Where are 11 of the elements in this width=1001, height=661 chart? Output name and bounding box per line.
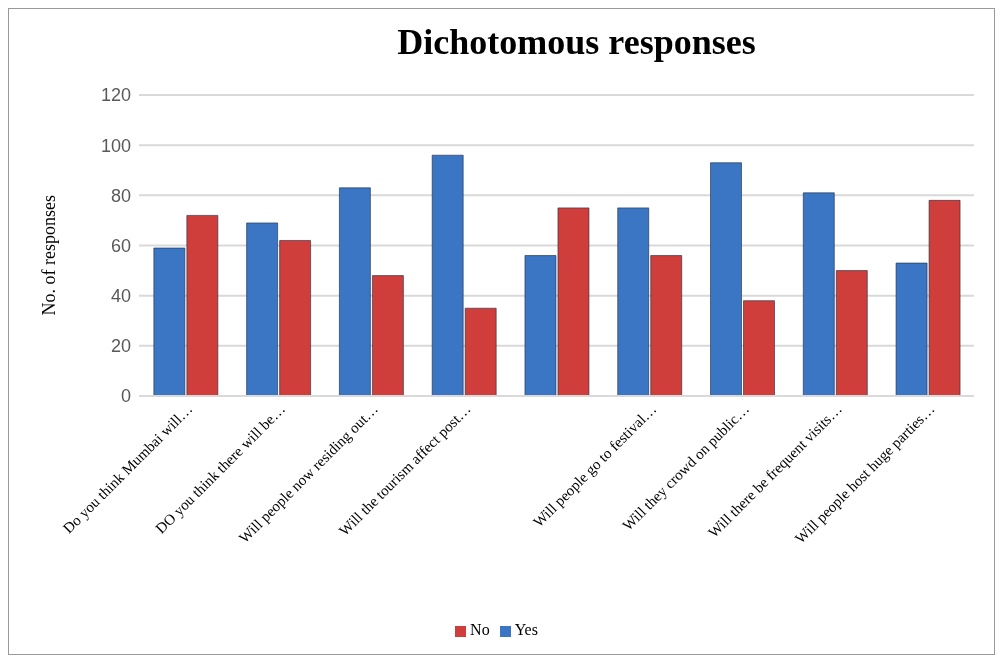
legend-label: No: [470, 621, 490, 638]
y-tick-label: 40: [110, 286, 131, 307]
y-tick-label: 80: [110, 185, 131, 206]
y-tick-label: 20: [110, 336, 131, 357]
y-tick-label: 100: [100, 135, 131, 156]
chart-title: Dichotomous responses: [396, 21, 757, 63]
y-tick-label: 0: [120, 386, 131, 407]
legend-label: Yes: [514, 621, 538, 638]
y-tick-label: 60: [110, 235, 131, 256]
y-tick-label: 120: [100, 85, 131, 106]
y-axis-title: No. of responses: [39, 195, 60, 316]
